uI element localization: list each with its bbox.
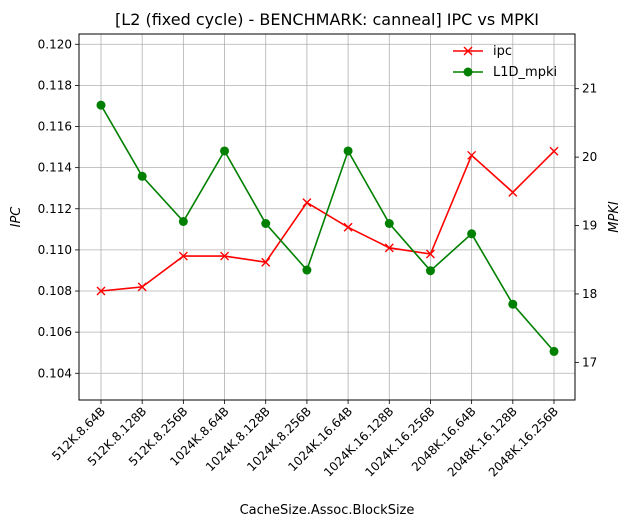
x-tick-label: 2048K.16.256B bbox=[486, 404, 561, 479]
y-left-tick-label: 0.118 bbox=[38, 78, 72, 92]
data-point-L1D_mpki bbox=[343, 146, 353, 156]
y-right-tick-label: 21 bbox=[582, 82, 597, 96]
data-point-ipc bbox=[220, 251, 230, 261]
data-point-stroke bbox=[261, 257, 271, 267]
y-left-tick-label: 0.106 bbox=[38, 325, 72, 339]
data-point-L1D_mpki bbox=[467, 229, 477, 239]
legend: ipc L1D_mpki bbox=[453, 44, 557, 80]
data-point-ipc bbox=[261, 257, 271, 267]
data-point-L1D_mpki bbox=[96, 100, 106, 110]
data-point-stroke bbox=[137, 282, 147, 292]
data-point-ipc bbox=[549, 146, 559, 156]
data-point-L1D_mpki bbox=[549, 346, 559, 356]
legend-label: ipc bbox=[493, 44, 512, 59]
data-point-stroke bbox=[425, 249, 435, 259]
data-point-ipc bbox=[467, 150, 477, 160]
y-axis-left-label: IPC bbox=[9, 206, 24, 228]
data-point-ipc bbox=[178, 251, 188, 261]
y-right-tick-label: 20 bbox=[582, 150, 597, 164]
data-point-L1D_mpki bbox=[261, 218, 271, 228]
x-tick-label: 1024K.16.256B bbox=[362, 404, 437, 479]
y-axis-right: 17 18 19 20 21 bbox=[575, 82, 597, 369]
data-point-ipc bbox=[384, 243, 394, 253]
legend-marker-L1D_mpki bbox=[463, 67, 473, 77]
data-point-L1D_mpki bbox=[508, 299, 518, 309]
data-point-stroke bbox=[220, 251, 230, 261]
x-axis: 512K.8.64B512K.8.128B512K.8.256B1024K.8.… bbox=[49, 400, 561, 479]
y-right-tick-label: 18 bbox=[582, 287, 597, 301]
data-point-ipc bbox=[425, 249, 435, 259]
data-point-L1D_mpki bbox=[220, 146, 230, 156]
legend-label: L1D_mpki bbox=[493, 65, 557, 80]
x-tick-label: 1024K.16.128B bbox=[321, 404, 396, 479]
data-point-ipc bbox=[508, 187, 518, 197]
y-right-tick-label: 19 bbox=[582, 219, 597, 233]
data-point-L1D_mpki bbox=[384, 218, 394, 228]
y-left-tick-label: 0.120 bbox=[38, 37, 72, 51]
y-left-tick-label: 0.114 bbox=[38, 161, 72, 175]
plot-area bbox=[78, 33, 576, 401]
series-line-L1D_mpki bbox=[100, 104, 555, 352]
data-point-stroke bbox=[508, 187, 518, 197]
data-point-ipc bbox=[137, 282, 147, 292]
legend-marker-stroke bbox=[463, 46, 473, 56]
data-point-stroke bbox=[96, 286, 106, 296]
x-axis-label: CacheSize.Assoc.BlockSize bbox=[240, 503, 415, 518]
data-point-stroke bbox=[467, 150, 477, 160]
data-point-L1D_mpki bbox=[137, 171, 147, 181]
data-point-stroke bbox=[302, 198, 312, 208]
data-point-L1D_mpki bbox=[178, 216, 188, 226]
series-line-ipc bbox=[100, 150, 555, 292]
data-point-stroke bbox=[384, 243, 394, 253]
series-layer bbox=[96, 100, 559, 356]
x-tick-label: 2048K.16.128B bbox=[445, 404, 520, 479]
y-left-tick-label: 0.112 bbox=[38, 202, 72, 216]
y-left-tick-label: 0.104 bbox=[38, 366, 72, 380]
data-point-stroke bbox=[178, 251, 188, 261]
data-point-ipc bbox=[302, 198, 312, 208]
data-point-ipc bbox=[343, 222, 353, 232]
y-axis-left: 0.104 0.106 0.108 0.110 0.112 0.114 0.116 0.118… bbox=[38, 37, 79, 380]
chart-title: [L2 (fixed cycle) - BENCHMARK: canneal] … bbox=[115, 10, 539, 29]
data-point-L1D_mpki bbox=[302, 265, 312, 275]
data-point-stroke bbox=[549, 146, 559, 156]
y-left-tick-label: 0.108 bbox=[38, 284, 72, 298]
data-point-ipc bbox=[96, 286, 106, 296]
data-point-L1D_mpki bbox=[425, 266, 435, 276]
data-point-stroke bbox=[343, 222, 353, 232]
y-left-tick-label: 0.116 bbox=[38, 120, 72, 134]
y-left-tick-label: 0.110 bbox=[38, 243, 72, 257]
grid bbox=[79, 34, 575, 400]
y-axis-right-label: MPKI bbox=[607, 201, 622, 233]
y-right-tick-label: 17 bbox=[582, 355, 597, 369]
